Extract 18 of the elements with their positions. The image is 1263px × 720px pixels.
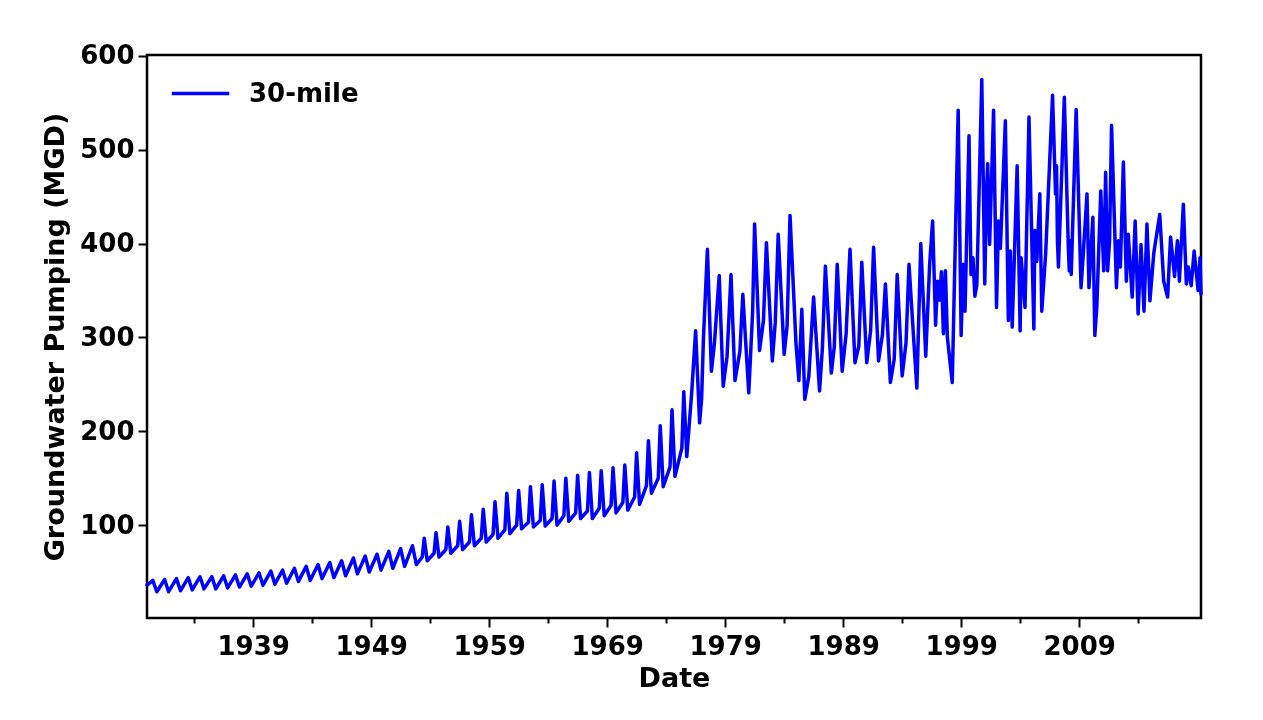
x-tick-label: 1949 (335, 630, 408, 661)
line-series (145, 77, 1203, 594)
y-tick-label: 100 (80, 509, 135, 540)
x-tick-label: 2009 (1043, 630, 1116, 661)
x-tick-label: 1979 (689, 630, 762, 661)
x-tick-label: 1989 (807, 630, 880, 661)
x-tick-label: 1959 (453, 630, 526, 661)
y-tick-label: 400 (80, 228, 135, 259)
legend-label: 30-mile (249, 77, 359, 108)
y-tick-label: 600 (80, 40, 135, 71)
x-tick-label: 1969 (571, 630, 644, 661)
y-tick-label: 200 (80, 415, 135, 446)
y-axis-title: Groundwater Pumping (MGD) (39, 112, 71, 562)
x-axis-title: Date (638, 661, 711, 693)
x-tick-label: 1939 (217, 630, 290, 661)
y-tick-label: 500 (80, 134, 135, 165)
x-tick-label: 1999 (925, 630, 998, 661)
y-tick-label: 300 (80, 321, 135, 352)
